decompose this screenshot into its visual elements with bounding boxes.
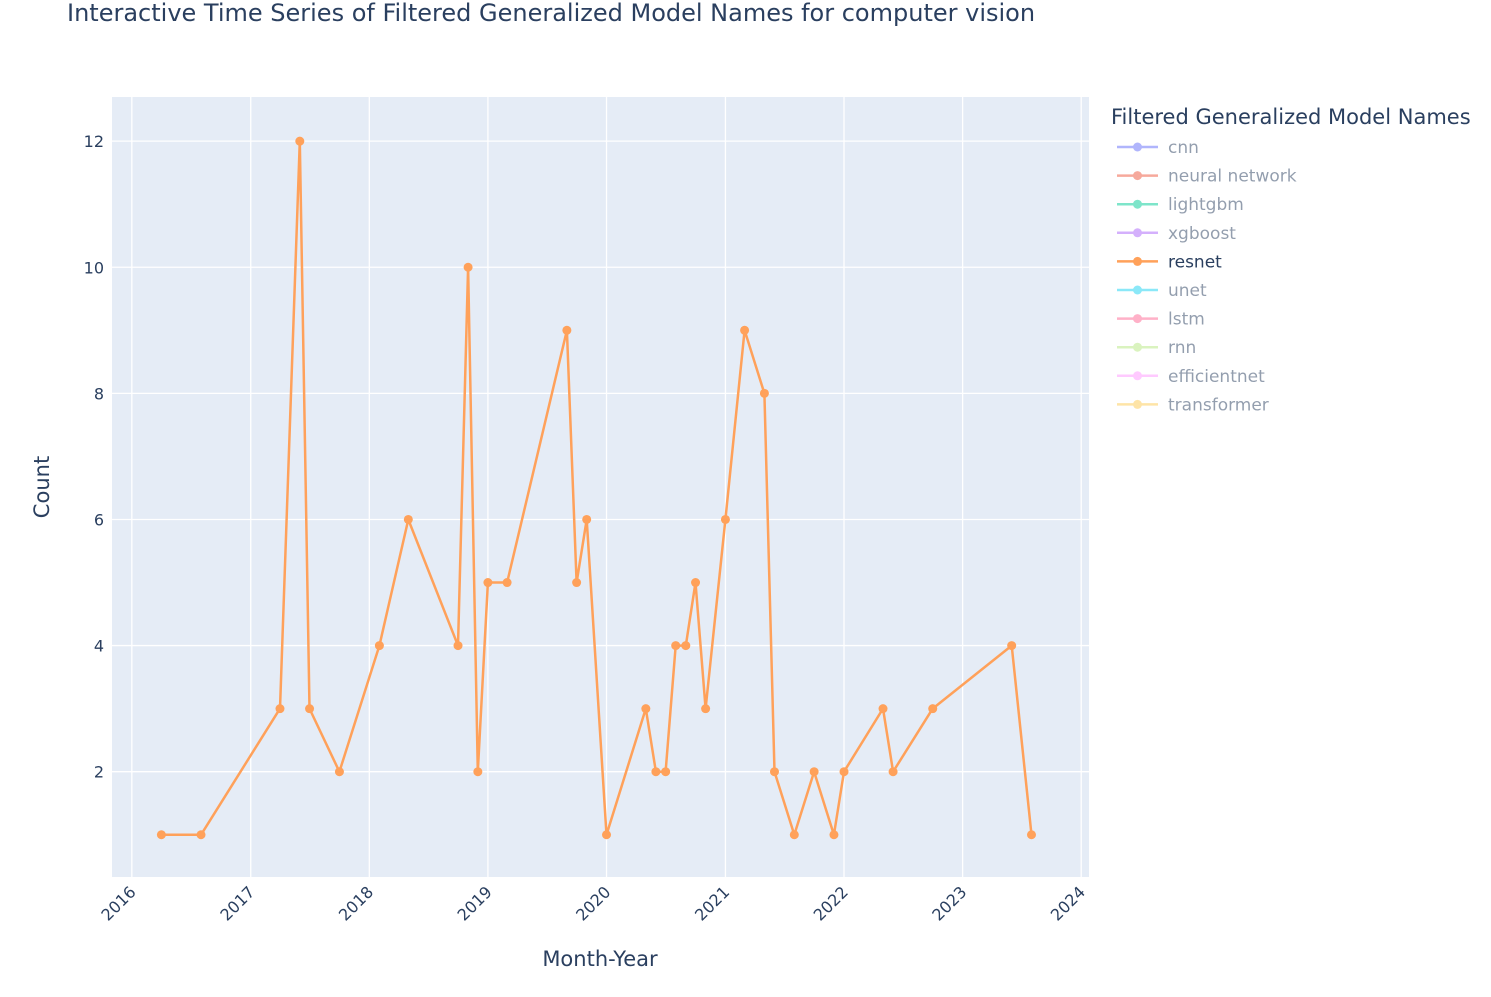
legend-item-unet[interactable]: unet [1117, 281, 1207, 301]
legend-swatch-marker [1133, 256, 1142, 266]
series-layer [156, 136, 1036, 840]
legend-item-xgboost[interactable]: xgboost [1117, 224, 1236, 244]
legend-item-neural-network[interactable]: neural network [1117, 167, 1297, 187]
legend-swatch-marker [1133, 399, 1142, 409]
data-point[interactable] [769, 767, 779, 777]
data-point[interactable] [661, 767, 671, 777]
legend-swatch-marker [1133, 371, 1142, 381]
data-point[interactable] [275, 704, 285, 714]
data-point[interactable] [878, 704, 888, 714]
y-gridlines [112, 140, 1089, 773]
data-point[interactable] [463, 262, 473, 272]
data-point[interactable] [888, 767, 898, 777]
data-point[interactable] [334, 767, 344, 777]
y-tick-label: 8 [94, 384, 104, 403]
data-point[interactable] [562, 325, 572, 335]
data-point[interactable] [759, 388, 769, 398]
data-point[interactable] [453, 641, 463, 651]
legend-label: transformer [1168, 395, 1269, 415]
data-point[interactable] [502, 578, 512, 588]
data-point[interactable] [701, 704, 711, 714]
y-tick-label: 2 [94, 763, 104, 782]
chart-title: Interactive Time Series of Filtered Gene… [67, 0, 1035, 27]
y-tick-label: 12 [84, 132, 104, 151]
data-point[interactable] [582, 514, 592, 524]
legend: Filtered Generalized Model Names cnn neur… [1111, 105, 1471, 415]
legend-swatch-marker [1133, 228, 1142, 238]
y-tick-label: 4 [94, 637, 104, 656]
legend-item-lstm[interactable]: lstm [1117, 310, 1205, 330]
data-point[interactable] [305, 704, 315, 714]
legend-item-transformer[interactable]: transformer [1117, 395, 1269, 415]
x-tick-label: 2020 [572, 882, 614, 924]
data-point[interactable] [641, 704, 651, 714]
data-point[interactable] [829, 830, 839, 840]
data-point[interactable] [572, 578, 582, 588]
data-point[interactable] [720, 514, 730, 524]
legend-item-cnn[interactable]: cnn [1117, 138, 1199, 158]
legend-items: cnn neural network lightgbm xgboost resnet un… [1117, 138, 1297, 415]
data-point[interactable] [809, 767, 819, 777]
legend-label: lstm [1168, 310, 1205, 330]
legend-label: efficientnet [1168, 367, 1265, 387]
legend-label: lightgbm [1168, 195, 1244, 215]
legend-label: unet [1168, 281, 1207, 301]
data-point[interactable] [602, 830, 612, 840]
legend-title: Filtered Generalized Model Names [1111, 105, 1471, 129]
data-point[interactable] [681, 641, 691, 651]
y-axis-title: Count [30, 456, 54, 518]
x-tick-label: 2024 [1047, 882, 1089, 924]
x-tick-label: 2016 [97, 882, 139, 924]
data-point[interactable] [1026, 830, 1036, 840]
x-gridlines [131, 97, 1082, 877]
data-point[interactable] [928, 704, 938, 714]
x-tick-label: 2021 [691, 882, 733, 924]
x-tick-label: 2023 [928, 882, 970, 924]
x-axis-title: Month-Year [542, 947, 658, 971]
x-tick-label: 2018 [335, 882, 377, 924]
legend-swatch-marker [1133, 142, 1142, 152]
data-point[interactable] [740, 325, 750, 335]
data-point[interactable] [789, 830, 799, 840]
data-point[interactable] [473, 767, 483, 777]
y-tick-labels: 2 4 6 8 10 12 [84, 132, 104, 782]
plot-area[interactable] [112, 97, 1089, 877]
legend-item-lightgbm[interactable]: lightgbm [1117, 195, 1244, 215]
y-tick-label: 6 [94, 510, 104, 529]
data-point[interactable] [156, 830, 166, 840]
data-point[interactable] [691, 578, 701, 588]
legend-label: xgboost [1168, 224, 1236, 244]
legend-label: resnet [1168, 252, 1222, 272]
legend-swatch-marker [1133, 199, 1142, 209]
legend-label: rnn [1168, 338, 1196, 358]
legend-swatch-marker [1133, 314, 1142, 324]
data-point[interactable] [483, 578, 493, 588]
legend-label: cnn [1168, 138, 1199, 158]
x-tick-label: 2022 [810, 882, 852, 924]
x-tick-label: 2019 [454, 882, 496, 924]
x-tick-label: 2017 [216, 882, 258, 924]
legend-swatch-marker [1133, 171, 1142, 181]
data-point[interactable] [839, 767, 849, 777]
x-tick-labels: 2016 2017 2018 2019 2020 2021 2022 2023 2024 [97, 882, 1089, 924]
legend-label: neural network [1168, 167, 1297, 187]
data-point[interactable] [374, 641, 384, 651]
data-point[interactable] [295, 136, 305, 146]
y-tick-label: 10 [84, 258, 104, 277]
legend-item-resnet[interactable]: resnet [1117, 252, 1222, 272]
legend-item-rnn[interactable]: rnn [1117, 338, 1196, 358]
data-point[interactable] [403, 514, 413, 524]
data-point[interactable] [671, 641, 681, 651]
data-point[interactable] [196, 830, 206, 840]
legend-swatch-marker [1133, 285, 1142, 295]
legend-item-efficientnet[interactable]: efficientnet [1117, 367, 1265, 387]
data-point[interactable] [651, 767, 661, 777]
data-point[interactable] [1007, 641, 1017, 651]
legend-swatch-marker [1133, 342, 1142, 352]
